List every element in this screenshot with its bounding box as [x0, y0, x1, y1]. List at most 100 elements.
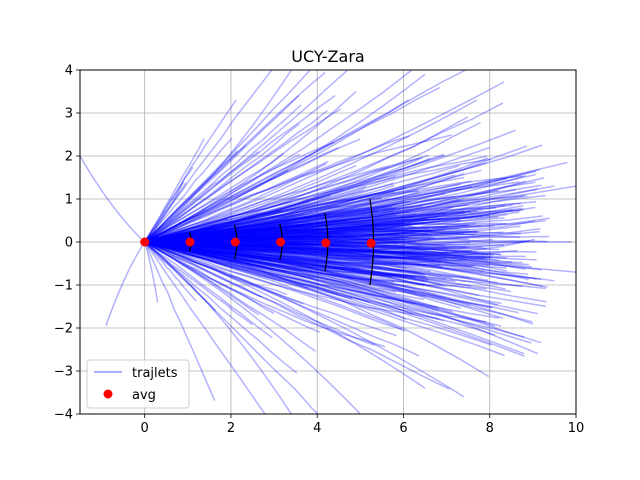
trajlet-line [144, 195, 528, 244]
trajlet-line [144, 215, 543, 243]
trajlet-line [144, 190, 395, 243]
trajlet-line [144, 241, 537, 261]
trajlet-line [144, 225, 521, 245]
trajlet-line [144, 220, 461, 243]
trajlet-line [144, 238, 535, 261]
trajlet-line [144, 215, 482, 243]
trajlet-line [144, 228, 541, 247]
trajlet-line [144, 241, 496, 327]
trajlet-line [144, 241, 532, 344]
trajlet-line [144, 70, 349, 243]
trajlet-line [144, 204, 513, 243]
trajlet-line [144, 189, 500, 244]
trajlet-line [144, 116, 469, 243]
trajlet-line [144, 162, 327, 243]
trajlet-line [144, 220, 340, 243]
trajlet-line [144, 209, 207, 243]
trajlet-line [144, 241, 529, 281]
trajlet-line [144, 211, 499, 243]
trajlet-line [144, 241, 253, 326]
trajlet-line [144, 241, 339, 295]
trajlet-line [144, 165, 460, 243]
trajlet-line [144, 157, 488, 243]
trajlet-line [144, 241, 353, 300]
trajlet-line [144, 183, 461, 243]
trajlet-line [144, 121, 481, 243]
trajlet-line [144, 224, 468, 243]
trajlet-line [144, 227, 460, 244]
trajlet-line [144, 241, 499, 306]
trajlet-line [144, 154, 446, 243]
trajlet-line [144, 241, 502, 327]
trajlet-line [144, 241, 507, 272]
trajlet-line [144, 241, 426, 278]
trajlet-line [144, 182, 394, 244]
trajlet-line [144, 240, 429, 282]
trajlet-line [144, 239, 442, 261]
trajlet-line [144, 241, 292, 414]
trajlet-line [144, 241, 371, 246]
y-tick-label: −1 [54, 279, 73, 294]
trajlet-line [144, 241, 407, 320]
trajlet-line [144, 228, 490, 243]
trajlet-line [144, 240, 426, 297]
trajlet-line [144, 241, 426, 389]
trajlet-line [144, 242, 273, 339]
x-tick-label: 8 [486, 421, 494, 436]
trajlet-line [144, 189, 418, 244]
trajlet-line [144, 242, 404, 273]
trajlet-line [144, 240, 546, 308]
trajlet-line [144, 241, 407, 279]
trajlet-line [144, 241, 447, 280]
trajlet-line [144, 102, 504, 243]
trajlet-line [144, 241, 471, 279]
trajlet-line [144, 241, 490, 378]
trajlet-line [144, 240, 276, 267]
trajlet-line [144, 241, 576, 273]
trajlet-line [144, 210, 394, 243]
trajlet-line [144, 153, 301, 243]
trajlet-line [144, 241, 485, 259]
trajlet-line [144, 186, 406, 244]
trajlet-line [144, 184, 395, 243]
trajlet-line [144, 228, 470, 243]
legend: trajlets avg [86, 359, 190, 409]
trajlet-line [144, 233, 465, 243]
trajlet-line [144, 241, 320, 333]
trajlet-line [144, 241, 461, 309]
trajlet-line [144, 241, 519, 314]
trajlet-line [144, 241, 449, 251]
trajlet-line [144, 194, 331, 243]
trajlet-line [144, 70, 312, 244]
trajlet-line [144, 240, 425, 277]
trajlet-line [144, 240, 439, 312]
trajlet-line [144, 240, 403, 331]
trajlet-line [144, 70, 292, 243]
trajlet-line [144, 200, 310, 244]
y-tick-label: 2 [65, 150, 73, 165]
trajlet-line [144, 99, 237, 242]
trajlet-line [144, 241, 316, 279]
trajlet-line [144, 225, 495, 244]
trajlet-line [144, 219, 546, 243]
trajlet-line [144, 134, 452, 243]
trajlet-line [144, 241, 534, 325]
trajlet-line [144, 146, 340, 242]
trajlet-line [144, 241, 309, 289]
trajlet-line [144, 240, 526, 270]
trajlet-line [144, 90, 357, 243]
trajlet-line [144, 226, 280, 243]
trajlet-line [144, 174, 456, 243]
trajlet-line [144, 241, 361, 414]
trajlet-line [144, 240, 541, 280]
trajlet-line [144, 161, 568, 243]
trajlet-line [144, 241, 525, 355]
trajlet-line [144, 228, 478, 243]
y-tick-label: −4 [54, 408, 73, 423]
trajlet-line [144, 86, 441, 244]
x-tick-label: 4 [313, 421, 321, 436]
trajlet-line [144, 241, 266, 414]
avg-point [140, 237, 150, 247]
y-tick-label: 0 [65, 236, 73, 251]
trajlet-line [144, 164, 357, 244]
